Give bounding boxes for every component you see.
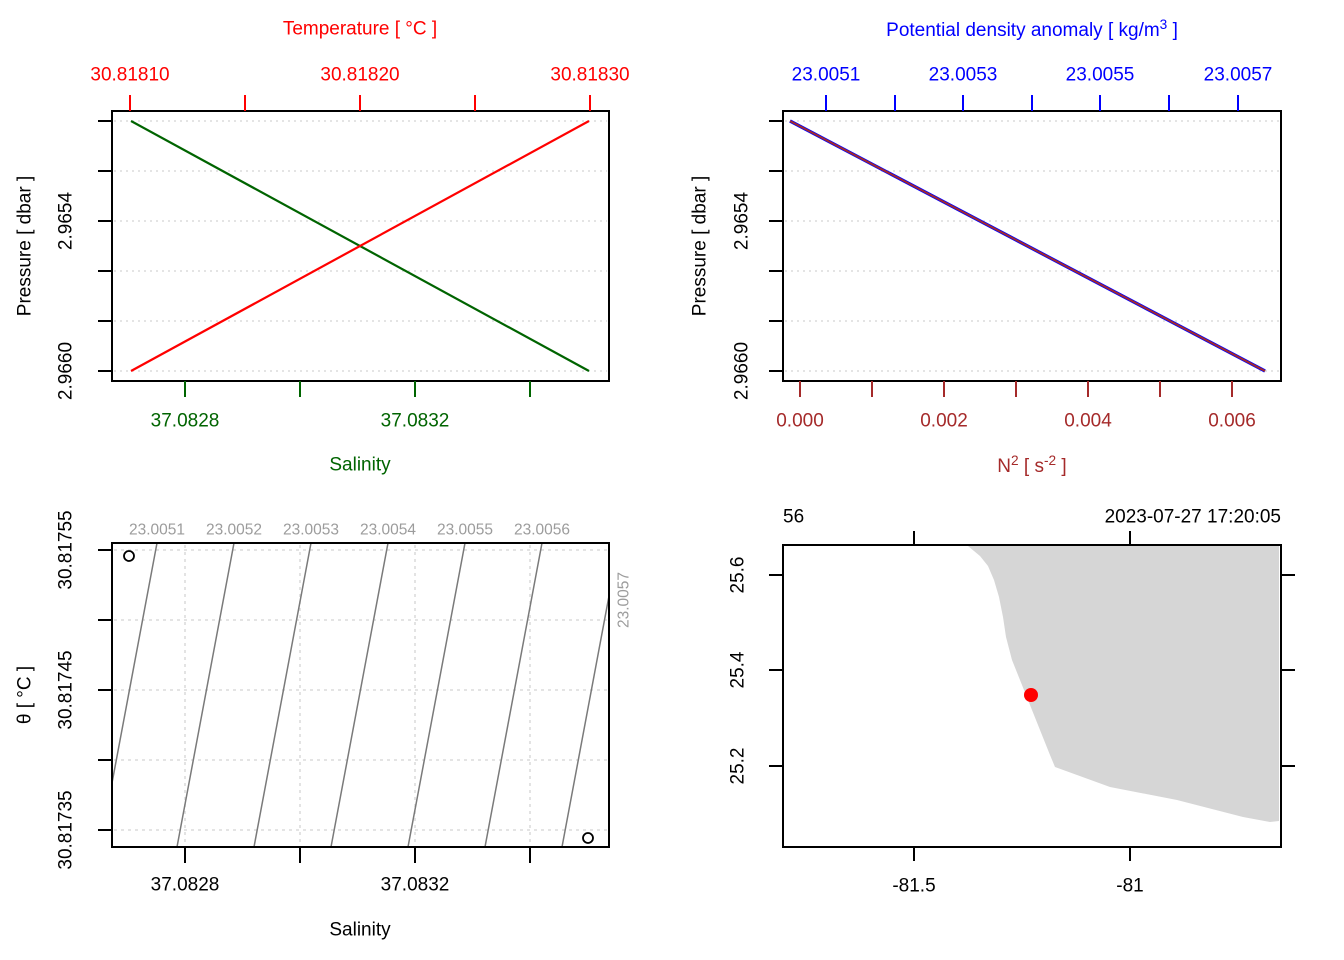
density-tick-label: 23.0055 [1065, 64, 1135, 86]
lon-axis-ticks-bottom [913, 847, 1131, 861]
salinity-tick-label: 37.0832 [380, 874, 450, 896]
n2-tick-label: 0.000 [776, 410, 824, 432]
n2-axis-title-base: N [997, 456, 1012, 478]
theta-axis-ticks [98, 549, 112, 831]
n2-axis-title-end: ] [1056, 456, 1067, 478]
pressure-gridlines [785, 120, 1279, 372]
theta-axis-title: θ [ °C ] [14, 665, 36, 725]
temperature-tick-label: 30.81830 [550, 64, 630, 86]
pressure-axis-ticks [769, 120, 783, 372]
pressure-tick-label: 2.9660 [731, 341, 753, 401]
station-datetime: 2023-07-27 17:20:05 [1104, 506, 1281, 528]
salinity-tick-label: 37.0832 [380, 410, 450, 432]
pressure-gridlines [114, 120, 607, 372]
isopycnal-label: 23.0054 [359, 521, 417, 539]
station-number: 56 [783, 506, 805, 528]
plot-box [782, 544, 1282, 848]
pressure-tick-label: 2.9660 [55, 341, 77, 401]
latitude-tick-label: 25.2 [727, 747, 749, 785]
ts-diagram-panel [98, 542, 610, 863]
pressure-axis-title: Pressure [ dbar ] [689, 175, 711, 317]
isopycnal-label: 23.0056 [513, 521, 571, 539]
n2-tick-label: 0.002 [920, 410, 968, 432]
isopycnal-contour-lines [111, 542, 610, 848]
longitude-tick-label: -81.5 [892, 875, 936, 897]
lon-axis-ticks-top [913, 531, 1131, 545]
ts-data-point-shallow [123, 550, 135, 562]
isopycnal-label-right: 23.0057 [615, 571, 633, 629]
n2-axis-title-exponent2: -2 [1043, 452, 1057, 468]
temperature-tick-label: 30.81810 [90, 64, 170, 86]
temperature-tick-label: 30.81820 [320, 64, 400, 86]
n2-profile-line [789, 120, 1266, 372]
vertical-gridlines [184, 545, 531, 845]
land-polygon [968, 546, 1279, 822]
salinity-axis-title: Salinity [329, 454, 391, 476]
density-tick-label: 23.0053 [928, 64, 998, 86]
density-axis-title-text: Potential density anomaly [ kg/m [886, 20, 1160, 42]
n2-axis-title-exponent: 2 [1011, 452, 1019, 468]
latitude-tick-label: 25.4 [727, 651, 749, 689]
lat-axis-ticks-right [1281, 574, 1295, 767]
density-profile-panel [769, 95, 1282, 397]
temperature-profile-line [130, 120, 590, 372]
isopycnal-label: 23.0051 [128, 521, 186, 539]
lat-axis-ticks-left [769, 574, 783, 767]
n2-axis-ticks [799, 381, 1233, 397]
pressure-tick-label: 2.9654 [55, 191, 77, 251]
salinity-axis-ticks [184, 847, 531, 863]
pressure-tick-label: 2.9654 [731, 191, 753, 251]
temperature-axis-title: Temperature [ °C ] [282, 18, 438, 40]
pressure-axis-ticks [98, 120, 112, 372]
n2-axis-title: N2 [ s-2 ] [997, 452, 1067, 478]
density-axis-title: Potential density anomaly [ kg/m3 ] [886, 16, 1178, 42]
salinity-tick-label: 37.0828 [150, 874, 220, 896]
longitude-tick-label: -81 [1116, 875, 1144, 897]
n2-tick-label: 0.004 [1064, 410, 1112, 432]
ts-profile-panel [98, 95, 610, 397]
density-axis-ticks [825, 95, 1239, 111]
density-tick-label: 23.0057 [1203, 64, 1273, 86]
density-axis-title-exponent: 3 [1159, 16, 1168, 32]
theta-tick-label: 30.81745 [55, 650, 77, 730]
density-axis-title-suffix: ] [1167, 20, 1178, 42]
n2-tick-label: 0.006 [1208, 410, 1256, 432]
latitude-tick-label: 25.6 [727, 556, 749, 594]
station-location-dot [1024, 688, 1038, 702]
ts-data-point-deep [582, 832, 594, 844]
salinity-axis-ticks [184, 381, 531, 397]
salinity-tick-label: 37.0828 [150, 410, 220, 432]
salinity-axis-title: Salinity [329, 919, 391, 941]
density-tick-label: 23.0051 [791, 64, 861, 86]
temperature-axis-ticks [129, 95, 591, 111]
pressure-axis-title: Pressure [ dbar ] [14, 175, 36, 317]
isopycnal-label: 23.0052 [205, 521, 263, 539]
theta-tick-label: 30.81755 [55, 510, 77, 590]
isopycnal-label: 23.0053 [282, 521, 340, 539]
isopycnal-label: 23.0055 [436, 521, 494, 539]
n2-axis-title-mid: [ s [1018, 456, 1044, 478]
map-panel [769, 531, 1295, 861]
plot-box [111, 542, 610, 848]
theta-tick-label: 30.81735 [55, 790, 77, 870]
